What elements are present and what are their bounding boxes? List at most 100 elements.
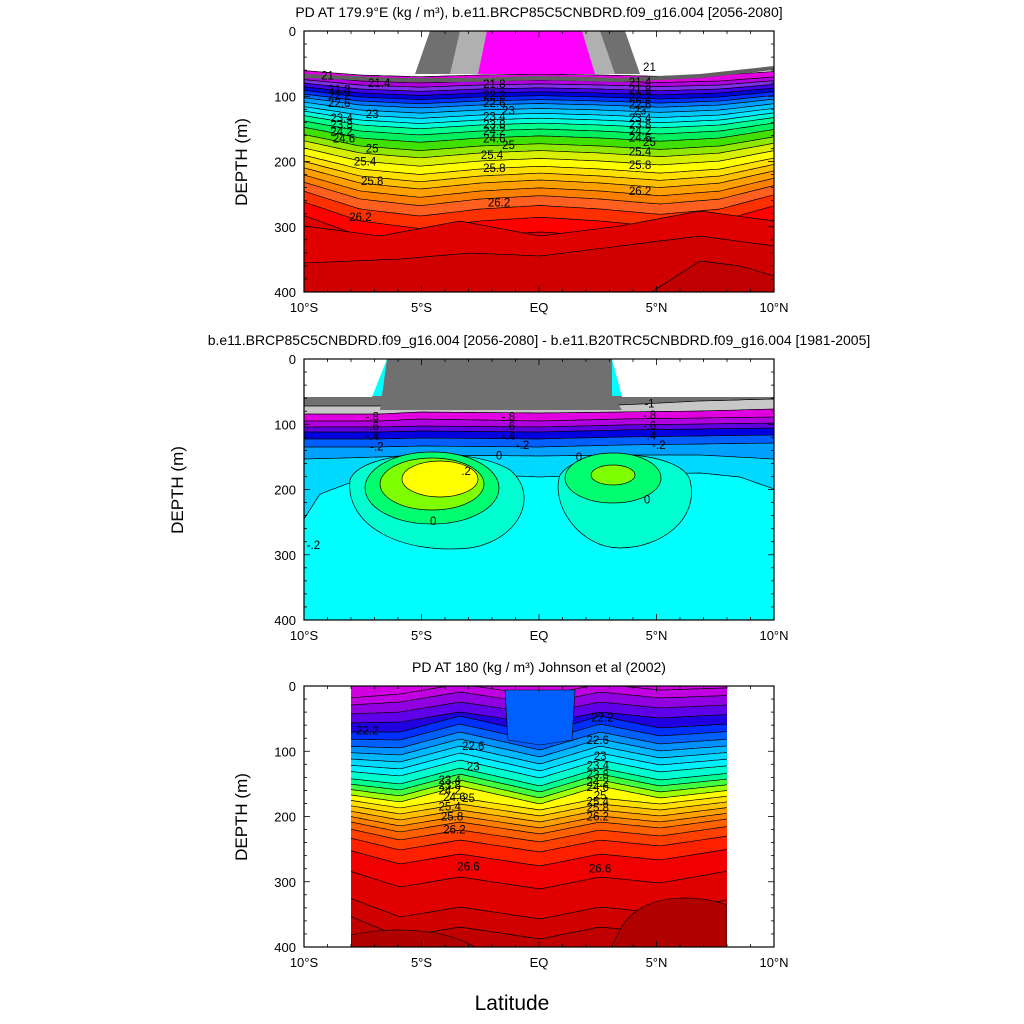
contour-label: 23 <box>634 106 647 118</box>
contour-label: 23.4 <box>483 111 506 123</box>
contour-label: 25.4 <box>354 157 377 169</box>
contour-label: -.6 <box>365 421 378 433</box>
contour-label: 0 <box>644 494 650 506</box>
contour-label: 21.8 <box>328 85 350 97</box>
contour-label: 25.8 <box>441 812 463 824</box>
contour-label: 25.8 <box>629 160 651 172</box>
contour-label: 25 <box>643 137 656 149</box>
contour-label: 26.2 <box>443 825 465 837</box>
contour-label: 24.6 <box>483 134 505 146</box>
contour-label: -.2 <box>652 440 665 452</box>
x-tick-label: 5°N <box>646 628 668 643</box>
contour-label: 23.8 <box>483 119 505 131</box>
contour-label: 23.8 <box>629 119 651 131</box>
y-tick-label: 100 <box>274 417 296 432</box>
contour-label: 22.2 <box>629 92 651 104</box>
contour-label: 25 <box>366 143 379 155</box>
panel-3: 10°S 5°S EQ 5°N 10°N010020030040022.222.6232… <box>274 679 788 970</box>
contour-label: .2 <box>461 466 471 478</box>
contour-label: 23.4 <box>330 113 353 125</box>
contour-label: -.8 <box>365 411 378 423</box>
contour-label: 23 <box>366 109 379 121</box>
x-tick-label: 10°N <box>759 955 788 970</box>
contour-label: -.6 <box>643 421 656 433</box>
contour-label: 26.2 <box>629 186 651 198</box>
contour-label: -1 <box>644 398 654 410</box>
contour-label: -.4 <box>502 431 516 443</box>
y-tick-label: 100 <box>274 89 296 104</box>
y-tick-label: 300 <box>274 220 296 235</box>
contour-label: 22.2 <box>328 91 350 103</box>
y-tick-label: 200 <box>274 155 296 170</box>
contour-label: 23.4 <box>439 775 462 787</box>
panel-2: 10°S 5°S EQ 5°N 10°N0100200300400-.8-.6-.4-.… <box>274 352 788 643</box>
contour-label: 21.4 <box>368 78 391 90</box>
y-tick-label: 200 <box>274 810 296 825</box>
contour-label: 24.2 <box>483 126 505 138</box>
panel-title-2: b.e11.BRCP85C5CNBDRD.f09_g16.004 [2056-2… <box>207 332 871 348</box>
contour-label: 23.8 <box>587 770 609 782</box>
x-tick-label: 10°N <box>759 628 788 643</box>
contour-label: 22.2 <box>356 725 378 737</box>
contour-label: 24.6 <box>629 132 651 144</box>
contour-label: 26.2 <box>587 812 609 824</box>
contour-label: 21 <box>321 70 334 82</box>
contour-label: -.4 <box>643 430 657 442</box>
contour-label: 25.4 <box>629 147 652 159</box>
y-tick-label: 400 <box>274 613 296 628</box>
x-tick-label: 5°S <box>411 628 432 643</box>
x-tick-label: 5°S <box>411 300 432 315</box>
contour-label: 22.6 <box>462 741 484 753</box>
x-tick-label: 10°S <box>290 955 319 970</box>
contour-label: 0 <box>430 516 436 528</box>
contour-label: 25 <box>594 791 607 803</box>
y-tick-label: 0 <box>289 679 296 694</box>
contour-label: 23 <box>594 751 607 763</box>
contour-label: -.2 <box>370 441 383 453</box>
x-tick-label: EQ <box>530 955 549 970</box>
contour-label: 0 <box>496 451 502 463</box>
y-tick-label: 300 <box>274 875 296 890</box>
contour-label: 24.2 <box>439 785 461 797</box>
contour-label: 21 <box>643 62 656 74</box>
x-tick-label: EQ <box>530 628 549 643</box>
contour-label: -.2 <box>516 440 529 452</box>
contour-label: 22.6 <box>587 735 609 747</box>
y-tick-label: 100 <box>274 744 296 759</box>
contour-label: -.6 <box>502 421 515 433</box>
contour-label: 24.6 <box>443 792 465 804</box>
contour-label: 26.2 <box>349 212 371 224</box>
contour-label: 23.4 <box>587 761 610 773</box>
contour-label: 24.2 <box>587 777 609 789</box>
x-axis-title: Latitude <box>474 992 550 1015</box>
contour-label: -.4 <box>365 431 379 443</box>
y-tick-label: 200 <box>274 483 296 498</box>
contour-label: 21.8 <box>629 85 651 97</box>
contour-label: 26.2 <box>488 198 510 210</box>
y-tick-label: 400 <box>274 940 296 955</box>
contour-label: 22.2 <box>483 90 505 102</box>
contour-label: 25.8 <box>361 176 383 188</box>
x-tick-label: 10°S <box>290 628 319 643</box>
contour-label: 25.4 <box>439 802 462 814</box>
x-tick-label: 10°N <box>759 300 788 315</box>
x-tick-label: 5°N <box>646 300 668 315</box>
contour-label: 24.6 <box>333 134 355 146</box>
contour-label: 22.6 <box>483 98 505 110</box>
contour-label: 26.6 <box>457 862 479 874</box>
contour-label: -.8 <box>502 411 515 423</box>
contour-label: 25.4 <box>587 796 610 808</box>
contour-label: 25 <box>462 793 475 805</box>
contour-label: 23.8 <box>330 119 352 131</box>
panel-1: 10°S 5°S EQ 5°N 10°N01002003004002121.421.82… <box>274 24 788 315</box>
y-tick-label: 300 <box>274 548 296 563</box>
contour-label: 25.8 <box>483 163 505 175</box>
contour-label: 25.8 <box>587 802 609 814</box>
contour-label: 23.4 <box>629 113 652 125</box>
contour-label: 23 <box>467 761 480 773</box>
contour-label: 23.8 <box>439 780 461 792</box>
x-tick-label: 5°S <box>411 955 432 970</box>
contour-label: 25 <box>502 140 515 152</box>
